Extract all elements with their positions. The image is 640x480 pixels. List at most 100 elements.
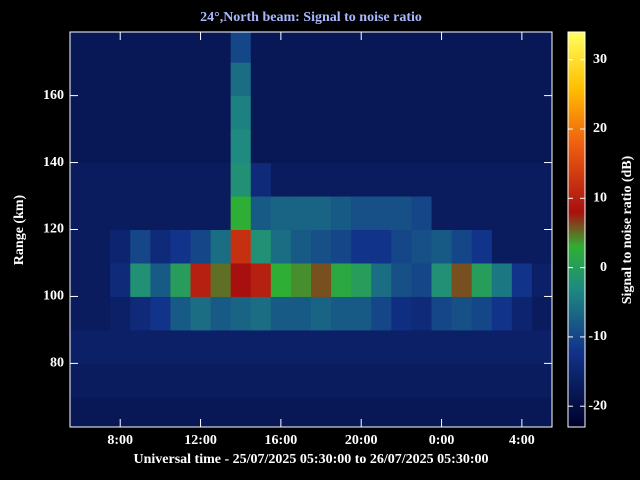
heatmap-cell: [491, 296, 513, 331]
heatmap-cell: [130, 196, 151, 230]
heatmap-cell: [351, 296, 372, 331]
heatmap-cell: [290, 396, 312, 427]
heatmap-cell: [230, 329, 252, 364]
heatmap-cell: [491, 196, 513, 230]
heatmap-cell: [70, 296, 91, 331]
heatmap-cell: [90, 129, 111, 164]
heatmap-cell: [331, 32, 352, 63]
heatmap-cell: [110, 196, 131, 230]
heatmap-cell: [150, 162, 171, 197]
heatmap-cell: [230, 162, 252, 197]
heatmap-cell: [230, 62, 252, 97]
heatmap-cell: [150, 196, 171, 230]
heatmap-cell: [451, 329, 473, 364]
x-axis-label: Universal time - 25/07/2025 05:30:00 to …: [133, 452, 488, 467]
heatmap-cell: [110, 363, 131, 398]
heatmap-cell: [471, 296, 493, 331]
heatmap-cell: [290, 196, 312, 230]
heatmap-cell: [471, 32, 493, 63]
heatmap-cell: [531, 129, 552, 164]
heatmap-cell: [451, 229, 473, 264]
heatmap-cell: [230, 262, 252, 297]
heatmap-cell: [431, 162, 453, 197]
heatmap-cell: [391, 62, 412, 97]
heatmap-cell: [230, 229, 252, 264]
heatmap-cell: [471, 363, 493, 398]
heatmap-cell: [531, 229, 552, 264]
heatmap-cell: [210, 329, 232, 364]
colorbar-tick-label: -20: [588, 398, 607, 413]
heatmap-cell: [511, 229, 533, 264]
heatmap-cell: [511, 363, 533, 398]
heatmap-cell: [170, 229, 191, 264]
heatmap-cell: [351, 262, 372, 297]
heatmap-cell: [351, 229, 372, 264]
heatmap-cell: [90, 296, 111, 331]
heatmap-cell: [150, 62, 171, 97]
heatmap-cell: [290, 363, 312, 398]
heatmap-cell: [491, 229, 513, 264]
heatmap-cell: [311, 262, 332, 297]
heatmap-cell: [411, 62, 432, 97]
heatmap-cell: [511, 95, 533, 130]
heatmap-cell: [311, 62, 332, 97]
heatmap-cell: [391, 129, 412, 164]
heatmap-cell: [311, 329, 332, 364]
heatmap-cell: [270, 229, 292, 264]
heatmap-cell: [311, 129, 332, 164]
heatmap-cell: [290, 162, 312, 197]
heatmap-cell: [411, 229, 432, 264]
heatmap-cell: [90, 32, 111, 63]
heatmap-cell: [110, 95, 131, 130]
heatmap-cell: [451, 363, 473, 398]
heatmap-cell: [371, 95, 392, 130]
heatmap-cell: [170, 363, 191, 398]
heatmap-cell: [210, 129, 232, 164]
heatmap-cell: [411, 162, 432, 197]
heatmap-cell: [431, 296, 453, 331]
heatmap-cell: [170, 296, 191, 331]
heatmap-cell: [250, 32, 272, 63]
heatmap-cell: [351, 129, 372, 164]
x-tick-label: 8:00: [107, 433, 133, 448]
heatmap-cell: [471, 196, 493, 230]
heatmap-cell: [331, 262, 352, 297]
heatmap-cell: [451, 262, 473, 297]
heatmap-cell: [491, 62, 513, 97]
heatmap-cell: [290, 95, 312, 130]
heatmap-cell: [210, 95, 232, 130]
heatmap-cell: [431, 62, 453, 97]
heatmap-cell: [190, 363, 212, 398]
heatmap-cell: [451, 162, 473, 197]
heatmap-cell: [311, 32, 332, 63]
heatmap-cell: [110, 62, 131, 97]
heatmap-cell: [411, 296, 432, 331]
heatmap-cell: [351, 62, 372, 97]
heatmap-cell: [290, 262, 312, 297]
heatmap-cell: [250, 262, 272, 297]
heatmap-cell: [511, 396, 533, 427]
heatmap-cell: [70, 262, 91, 297]
heatmap-cell: [391, 162, 412, 197]
heatmap-cell: [431, 196, 453, 230]
heatmap-cell: [391, 196, 412, 230]
heatmap-cell: [210, 229, 232, 264]
heatmap-cell: [431, 229, 453, 264]
heatmap-cell: [210, 296, 232, 331]
heatmap-cell: [491, 95, 513, 130]
heatmap-cell: [210, 396, 232, 427]
heatmap-cell: [511, 196, 533, 230]
heatmap-cell: [90, 62, 111, 97]
heatmap-cell: [431, 32, 453, 63]
heatmap-cell: [371, 196, 392, 230]
heatmap-cell: [110, 162, 131, 197]
heatmap-cell: [371, 329, 392, 364]
heatmap-cell: [491, 396, 513, 427]
x-tick-label: 20:00: [345, 433, 378, 448]
heatmap-cell: [250, 296, 272, 331]
heatmap-cell: [311, 162, 332, 197]
heatmap-cell: [150, 229, 171, 264]
heatmap-cell: [230, 32, 252, 63]
heatmap-cell: [411, 196, 432, 230]
y-tick-label: 100: [43, 289, 64, 304]
